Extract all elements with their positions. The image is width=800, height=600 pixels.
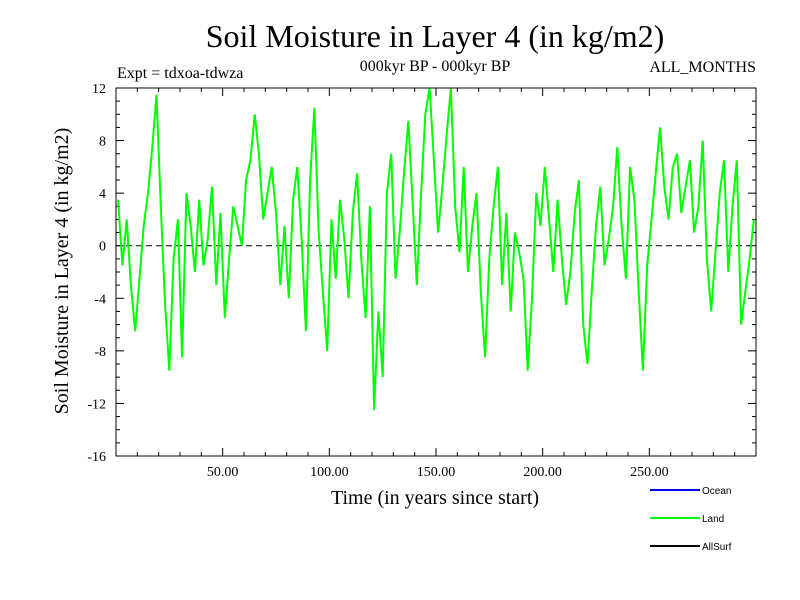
period-label: 000kyr BP - 000kyr BP (360, 58, 511, 75)
months-label: ALL_MONTHS (649, 59, 756, 76)
y-axis-label: Soil Moisture in Layer 4 (in kg/m2) (51, 128, 73, 415)
legend-allsurf-label: AllSurf (702, 542, 732, 553)
y-tick-label: -12 (87, 397, 106, 412)
x-tick-label: 250.00 (630, 465, 669, 480)
y-tick-label: -16 (87, 450, 106, 465)
axis-tick-labels: 50.00 100.00 150.00 200.00 250.00 -16 -12 -8 -4 0… (87, 82, 668, 480)
x-tick-label: 50.00 (207, 465, 239, 480)
legend: Ocean Land AllSurf (650, 486, 732, 553)
x-axis-label: Time (in years since start) (331, 487, 539, 509)
y-tick-label: 12 (92, 82, 106, 97)
experiment-label: Expt = tdxoa-tdwza (117, 65, 243, 82)
x-tick-label: 200.00 (523, 465, 562, 480)
y-tick-label: 4 (99, 187, 106, 202)
x-tick-label: 150.00 (417, 465, 456, 480)
land-series-line (117, 87, 755, 411)
chart-title: Soil Moisture in Layer 4 (in kg/m2) (206, 18, 665, 54)
x-tick-label: 100.00 (310, 465, 349, 480)
legend-ocean-label: Ocean (702, 486, 731, 497)
legend-land-label: Land (702, 514, 724, 525)
y-tick-label: -8 (94, 345, 106, 360)
y-tick-label: 0 (99, 240, 106, 255)
y-tick-label: -4 (94, 292, 106, 307)
plot-frame (115, 87, 757, 457)
axis-ticks (116, 87, 756, 457)
y-tick-label: 8 (99, 135, 106, 150)
